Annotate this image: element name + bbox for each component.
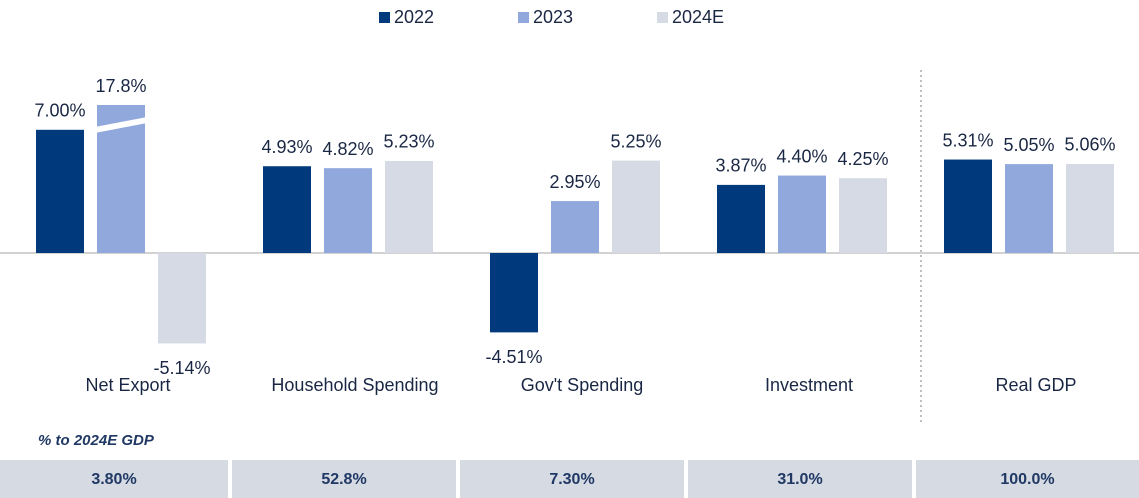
bar: [717, 184, 765, 253]
table-title: % to 2024E GDP: [38, 432, 155, 449]
x-tick-label: Real GDP: [995, 375, 1076, 395]
value-label: 5.25%: [610, 131, 661, 151]
bar: [839, 178, 887, 253]
x-tick-label: Gov't Spending: [521, 375, 644, 395]
table-cell: [460, 460, 684, 498]
bar: [490, 253, 538, 333]
table-cell: [916, 460, 1139, 498]
value-label: 5.06%: [1064, 135, 1115, 155]
bar: [36, 129, 84, 253]
table-value: 3.80%: [91, 471, 136, 488]
legend-swatch: [657, 12, 668, 23]
bar: [324, 168, 372, 253]
value-label: 3.87%: [715, 156, 766, 176]
bar: [1066, 163, 1114, 253]
value-label: 5.23%: [383, 132, 434, 152]
value-label: 2.95%: [549, 172, 600, 192]
legend-swatch: [379, 12, 390, 23]
x-tick-label: Investment: [765, 375, 853, 395]
value-label: 4.40%: [776, 146, 827, 166]
table-value: 7.30%: [549, 471, 594, 488]
bar: [158, 253, 206, 344]
x-tick-label: Net Export: [85, 375, 170, 395]
bar: [551, 201, 599, 253]
axis-break: [95, 117, 147, 133]
bar: [263, 166, 311, 253]
value-label: 17.8%: [95, 76, 146, 96]
legend-swatch: [518, 12, 529, 23]
value-label: 4.82%: [322, 139, 373, 159]
table-cell: [0, 460, 228, 498]
legend-label: 2023: [533, 7, 573, 27]
table-value: 100.0%: [1000, 471, 1054, 488]
table-cell: [232, 460, 456, 498]
value-label: 5.05%: [1003, 135, 1054, 155]
legend-label: 2022: [394, 7, 434, 27]
x-tick-label: Household Spending: [271, 375, 438, 395]
bar: [385, 160, 433, 253]
value-label: 4.93%: [261, 137, 312, 157]
bar: [778, 175, 826, 253]
value-label: 5.31%: [942, 130, 993, 150]
bar: [612, 160, 660, 253]
table-value: 52.8%: [321, 471, 366, 488]
table-cell: [688, 460, 912, 498]
value-label: -4.51%: [485, 347, 542, 367]
table-value: 31.0%: [777, 471, 822, 488]
value-label: 4.25%: [837, 149, 888, 169]
value-label: 7.00%: [34, 101, 85, 121]
bar: [944, 159, 992, 253]
bar: [1005, 164, 1053, 253]
value-label: -5.14%: [153, 358, 210, 378]
legend-label: 2024E: [672, 7, 724, 27]
